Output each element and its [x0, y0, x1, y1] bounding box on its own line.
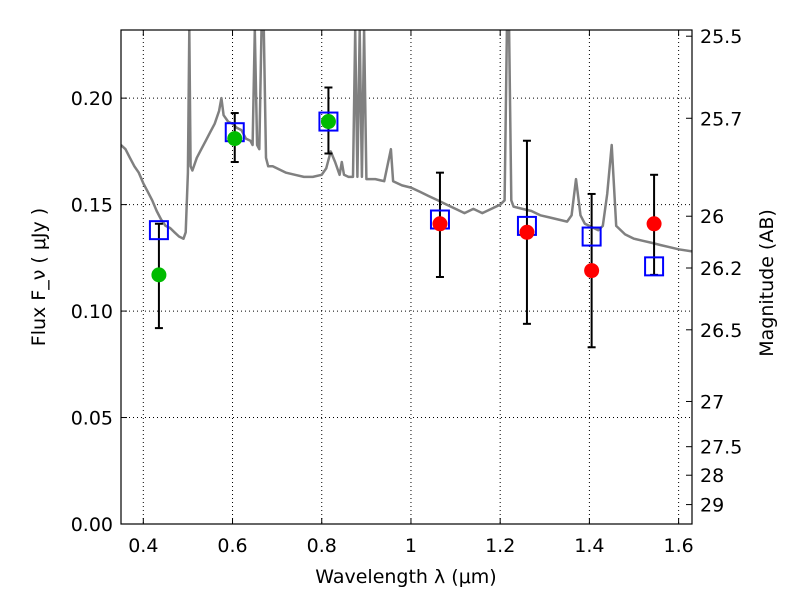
- y-tick-label: 0.05: [71, 408, 113, 430]
- y2-tick-label: 25.7: [700, 108, 742, 130]
- plot-frame: [120, 29, 693, 525]
- x-axis-label: Wavelength λ (μm): [315, 566, 496, 588]
- y2-axis-label: Magnitude (AB): [756, 209, 778, 357]
- axis-ticks: 0.4 0.6 0.8 1 1.2 1.4 1.6 0.00 0.05 0.10 0.15 0.20 2…: [71, 26, 743, 557]
- y-tick-label: 0.00: [71, 514, 113, 536]
- model-square-marker: [581, 226, 602, 247]
- green-data-point: [320, 114, 336, 130]
- red-data-point: [646, 216, 662, 232]
- x-tick-label: 1.4: [574, 535, 604, 557]
- red-data-point: [432, 216, 448, 232]
- y2-tick-label: 28: [700, 465, 724, 487]
- model-square-marker: [148, 220, 169, 241]
- red-data-point: [584, 263, 600, 279]
- y2-tick-label: 26.5: [700, 320, 742, 342]
- grid: [121, 30, 692, 525]
- data-markers: [148, 111, 665, 283]
- y2-tick-label: 26.2: [700, 258, 742, 280]
- model-spectrum: [121, 30, 692, 253]
- spectrum-line: [121, 30, 692, 253]
- red-data-point: [519, 224, 535, 240]
- y2-tick-label: 27.5: [700, 437, 742, 459]
- x-tick-label: 0.8: [307, 535, 337, 557]
- x-tick-label: 0.6: [217, 535, 247, 557]
- model-square-marker: [318, 111, 339, 132]
- x-tick-label: 1.6: [664, 535, 694, 557]
- x-tick-label: 1.2: [485, 535, 515, 557]
- y2-tick-label: 26: [700, 206, 724, 228]
- y-tick-label: 0.10: [71, 301, 113, 323]
- x-tick-label: 1: [405, 535, 417, 557]
- y2-tick-label: 27: [700, 391, 724, 413]
- y-axis-label: Flux F_ν ( μJy ): [28, 208, 50, 346]
- y-tick-label: 0.20: [71, 88, 113, 110]
- x-tick-label: 0.4: [128, 535, 158, 557]
- model-square-marker: [644, 256, 665, 277]
- y2-tick-label: 29: [700, 495, 724, 517]
- green-data-point: [151, 267, 167, 283]
- green-data-point: [227, 131, 243, 147]
- y2-tick-label: 25.5: [700, 26, 742, 48]
- y-tick-label: 0.15: [71, 195, 113, 217]
